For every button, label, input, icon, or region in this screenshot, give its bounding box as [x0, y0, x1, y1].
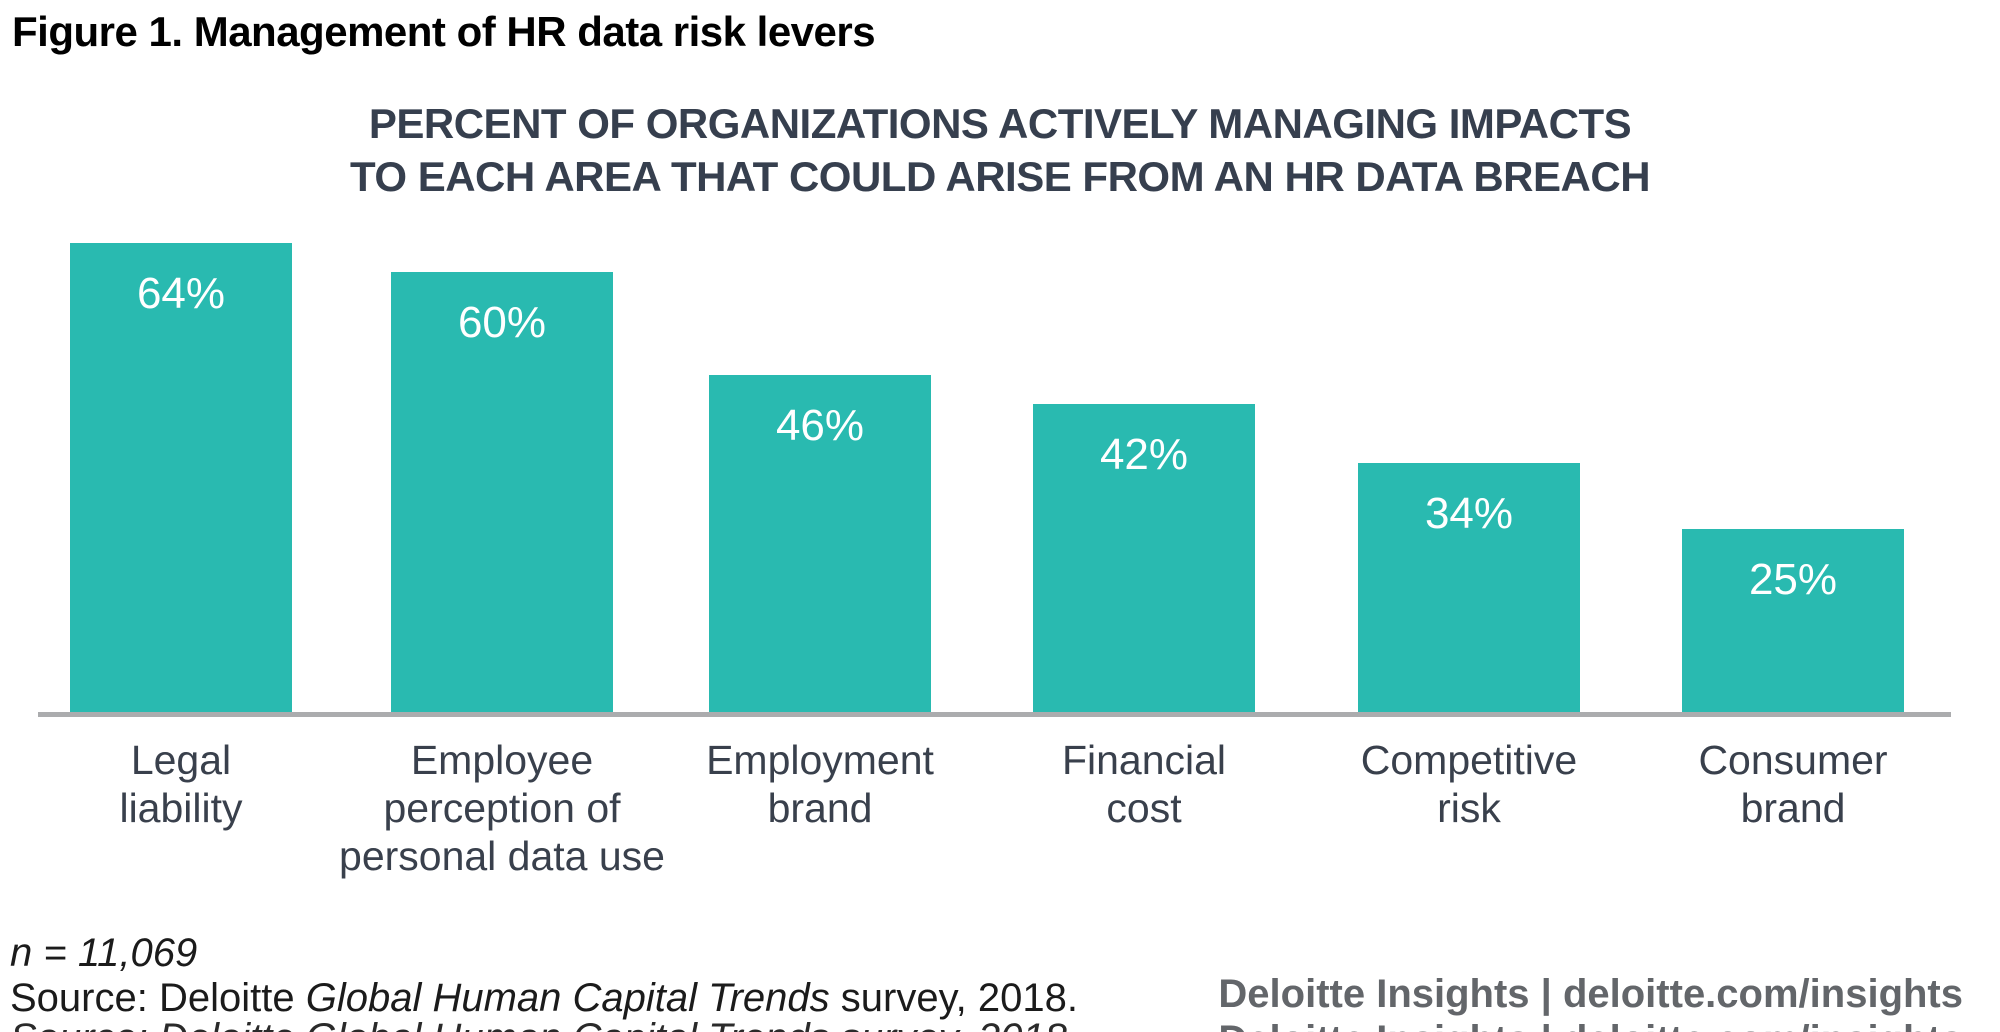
clipped-next-line-left: Source: Deloitte Global Human Capital Tr… — [10, 1016, 1078, 1032]
clipped-next-line-right: Deloitte Insights | deloitte.com/insight… — [1218, 1018, 1963, 1032]
bar-value-label: 25% — [1748, 555, 1838, 604]
bar-value-label: 34% — [1424, 489, 1514, 538]
category-label: Competitive risk — [1360, 737, 1578, 831]
category-label: Financial cost — [1061, 737, 1227, 831]
chart-title-line-2: TO EACH AREA THAT COULD ARISE FROM AN HR… — [349, 153, 1651, 200]
source-text: Source: Deloitte — [10, 976, 306, 1020]
figure-title: Figure 1. Management of HR data risk lev… — [12, 8, 876, 55]
bar: 46% — [709, 375, 931, 712]
x-axis-line — [38, 712, 1951, 717]
source-title-italic: Global Human Capital Trends — [305, 976, 830, 1020]
category-label: Consumer brand — [1698, 737, 1888, 831]
category-label: Legal liability — [119, 737, 243, 831]
category-label: Employee perception of personal data use — [339, 737, 665, 879]
bar: 25% — [1682, 529, 1904, 712]
bar-value-label: 60% — [457, 298, 547, 347]
bar-value-label: 42% — [1099, 430, 1189, 479]
bar: 64% — [70, 243, 292, 712]
bar-value-label: 46% — [775, 401, 865, 450]
category-label: Employment brand — [706, 737, 934, 831]
bar: 42% — [1033, 404, 1255, 712]
bar: 60% — [391, 272, 613, 712]
chart-title-line-1: PERCENT OF ORGANIZATIONS ACTIVELY MANAGI… — [368, 100, 1632, 147]
chart-title: PERCENT OF ORGANIZATIONS ACTIVELY MANAGI… — [0, 97, 2000, 203]
sample-size-note: n = 11,069 — [10, 931, 198, 975]
source-suffix: survey, 2018. — [829, 976, 1078, 1020]
deloitte-insights-branding: Deloitte Insights | deloitte.com/insight… — [1218, 972, 1963, 1016]
source-note: Source: Deloitte Global Human Capital Tr… — [10, 976, 1078, 1021]
bar: 34% — [1358, 463, 1580, 712]
bar-value-label: 64% — [136, 269, 226, 318]
